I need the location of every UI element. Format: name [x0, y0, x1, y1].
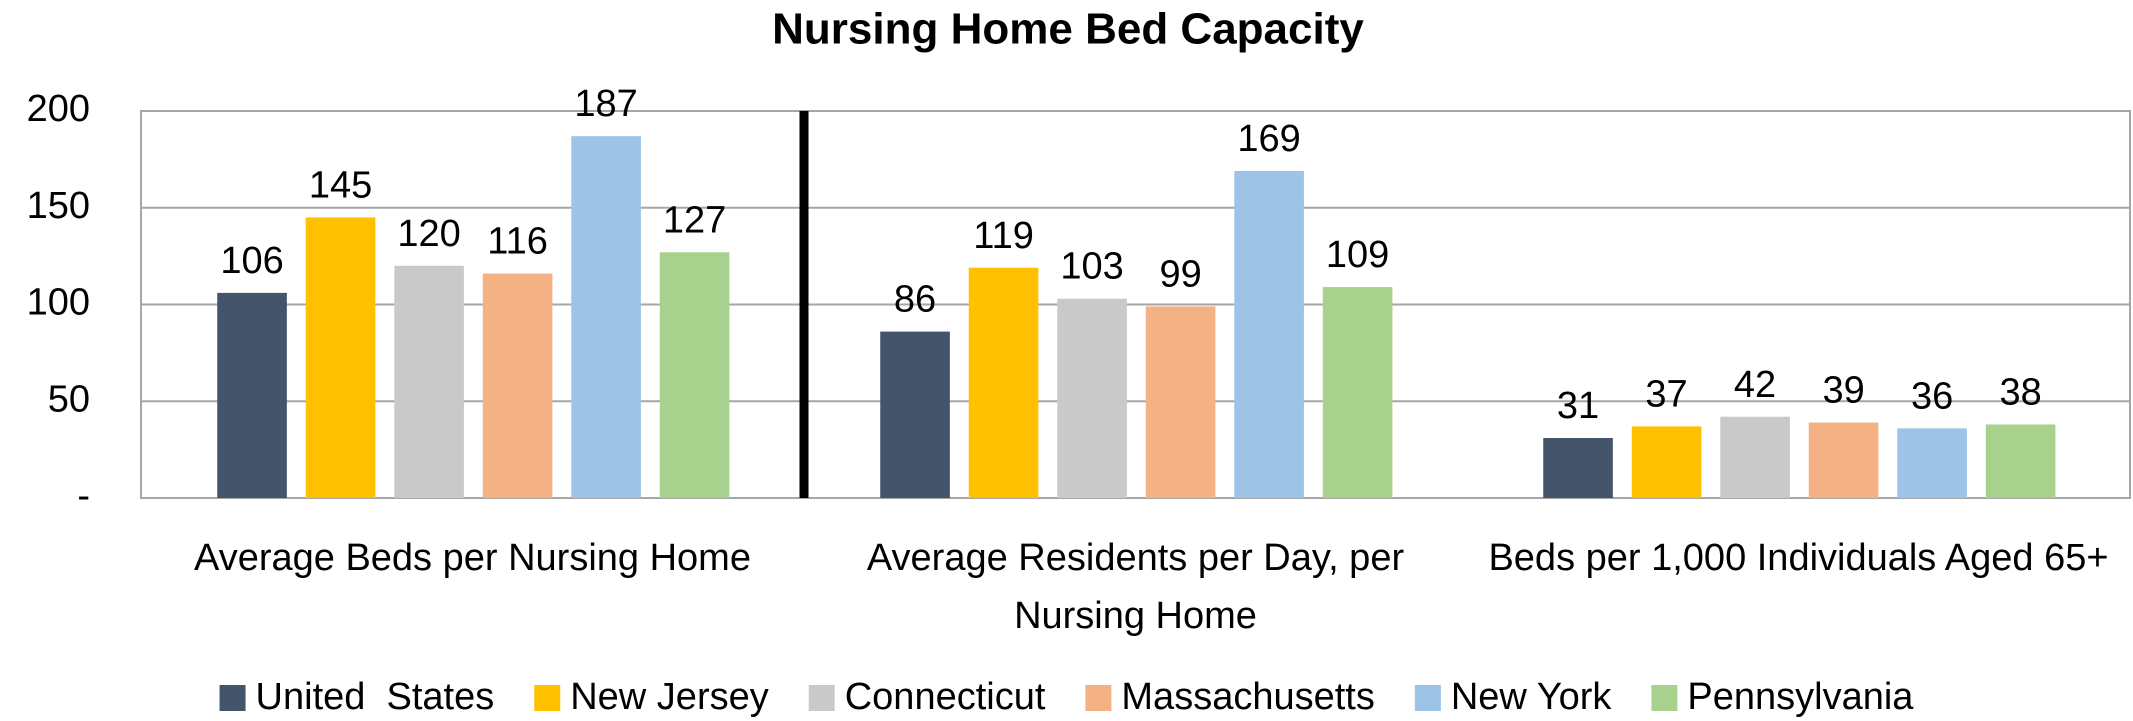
legend-item: Massachusetts	[1085, 676, 1375, 718]
x-tick-label: Average Residents per Day, per Nursing Ho…	[867, 537, 1405, 637]
legend-label: New York	[1451, 676, 1613, 718]
x-tick-label: Average Beds per Nursing Home	[194, 537, 751, 579]
legend-swatch	[1414, 685, 1441, 711]
value-label: 106	[220, 240, 283, 282]
value-label: 145	[309, 164, 372, 206]
value-label: 38	[1999, 372, 2041, 414]
bar	[1322, 287, 1393, 498]
y-tick-label: 50	[48, 378, 90, 420]
value-label: 42	[1734, 364, 1776, 406]
legend-item: New Jersey	[534, 676, 769, 718]
bar	[1808, 422, 1879, 498]
y-tick-label: 200	[27, 88, 90, 130]
bar	[1631, 426, 1702, 498]
bar	[305, 217, 376, 499]
x-tick-label: Beds per 1,000 Individuals Aged 65+	[1488, 537, 2108, 579]
y-tick-label: 100	[27, 282, 90, 324]
legend-item: Pennsylvania	[1651, 676, 1914, 718]
bar	[571, 136, 641, 498]
legend-label: Massachusetts	[1121, 676, 1374, 718]
chart-title: Nursing Home Bed Capacity	[772, 5, 1364, 54]
legend-label: United States	[256, 676, 495, 718]
legend-swatch	[1651, 685, 1678, 711]
bar	[880, 331, 950, 498]
bar	[482, 273, 553, 498]
legend-swatch	[808, 685, 835, 711]
legend-item: United States	[219, 676, 495, 718]
bar	[968, 267, 1039, 498]
bar	[1057, 298, 1127, 498]
value-label: 120	[397, 213, 460, 255]
value-label: 169	[1237, 118, 1300, 160]
value-label: 36	[1911, 375, 1953, 417]
value-label: 127	[663, 199, 726, 241]
bar	[1234, 170, 1304, 499]
value-label: 119	[973, 215, 1034, 257]
bar	[1720, 416, 1790, 498]
legend-item: New York	[1414, 676, 1613, 718]
legend-item: Connecticut	[808, 676, 1046, 718]
y-tick-label: 150	[27, 185, 90, 227]
legend-swatch	[219, 685, 246, 711]
value-label: 103	[1060, 246, 1123, 288]
bar	[1543, 438, 1613, 498]
bar	[217, 292, 287, 498]
legend-label: Pennsylvania	[1687, 676, 1914, 718]
value-label: 109	[1326, 234, 1389, 276]
legend-swatch	[534, 685, 561, 711]
value-label: 99	[1159, 253, 1201, 295]
bar	[1897, 428, 1967, 498]
value-label: 39	[1822, 370, 1864, 412]
bar	[1145, 306, 1216, 498]
value-label: 116	[487, 221, 548, 263]
bar	[394, 265, 464, 498]
legend-label: Connecticut	[845, 676, 1046, 718]
y-tick-label: -	[77, 475, 90, 517]
value-label: 86	[894, 279, 936, 321]
bar	[1985, 424, 2056, 498]
bar	[659, 252, 730, 498]
value-label: 37	[1645, 373, 1687, 415]
legend-label: New Jersey	[570, 676, 769, 718]
legend-swatch	[1085, 685, 1112, 711]
value-label: 187	[574, 83, 637, 125]
value-label: 31	[1557, 385, 1599, 427]
